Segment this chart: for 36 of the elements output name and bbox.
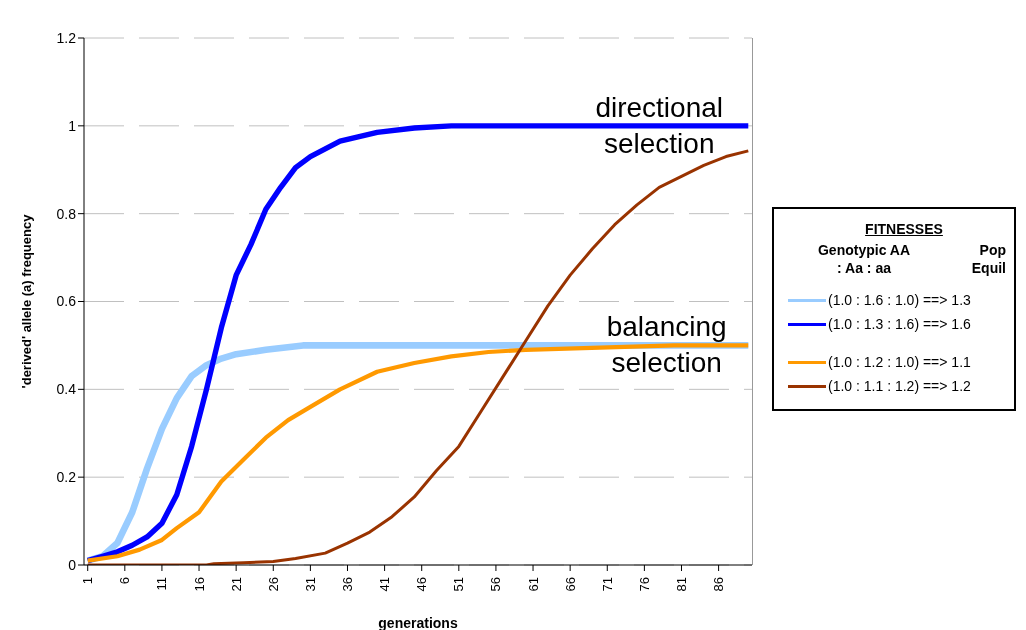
x-tick-label: 56 [488,577,504,592]
x-tick-label: 46 [414,577,430,592]
annotation: balancing selection [605,310,728,381]
x-tick-label: 61 [525,577,541,592]
legend-label: (1.0 : 1.2 : 1.0) ==> 1.1 [828,354,971,370]
legend-label: (1.0 : 1.1 : 1.2) ==> 1.2 [828,378,971,394]
y-tick-label: 0.2 [56,469,77,486]
y-tick-label: 0 [68,556,77,573]
y-tick-label: 0.8 [56,205,77,222]
x-tick-label: 21 [228,577,244,592]
x-tick-label: 6 [117,577,133,585]
legend-label: (1.0 : 1.6 : 1.0) ==> 1.3 [828,292,971,308]
x-axis-title: generations [378,615,458,630]
y-tick-label: 0.4 [56,381,77,398]
y-tick-label: 1 [68,117,77,134]
x-tick-label: 16 [191,577,207,592]
x-tick-label: 36 [339,577,355,592]
x-tick-label: 41 [377,577,393,592]
y-tick-label: 1.2 [56,29,77,46]
x-tick-label: 81 [673,577,689,592]
x-tick-label: 26 [265,577,281,592]
y-tick-label: 0.6 [56,293,77,310]
x-tick-label: 11 [154,577,170,591]
x-tick-label: 86 [711,577,727,592]
x-tick-label: 1 [80,577,96,585]
annotation: directional selection [594,90,725,161]
x-tick-label: 51 [451,577,467,592]
x-tick-label: 66 [562,577,578,592]
x-tick-label: 71 [599,577,615,592]
text: Genotypic AA : Aa : aa [816,241,911,277]
x-tick-label: 31 [302,577,318,592]
y-axis-title: 'derived' allele (a) frequency [18,213,34,389]
text: Pop Equil [970,241,1006,277]
legend-label: (1.0 : 1.3 : 1.6) ==> 1.6 [828,316,971,332]
legend-title: FITNESSES [864,221,944,237]
x-tick-label: 76 [636,577,652,592]
